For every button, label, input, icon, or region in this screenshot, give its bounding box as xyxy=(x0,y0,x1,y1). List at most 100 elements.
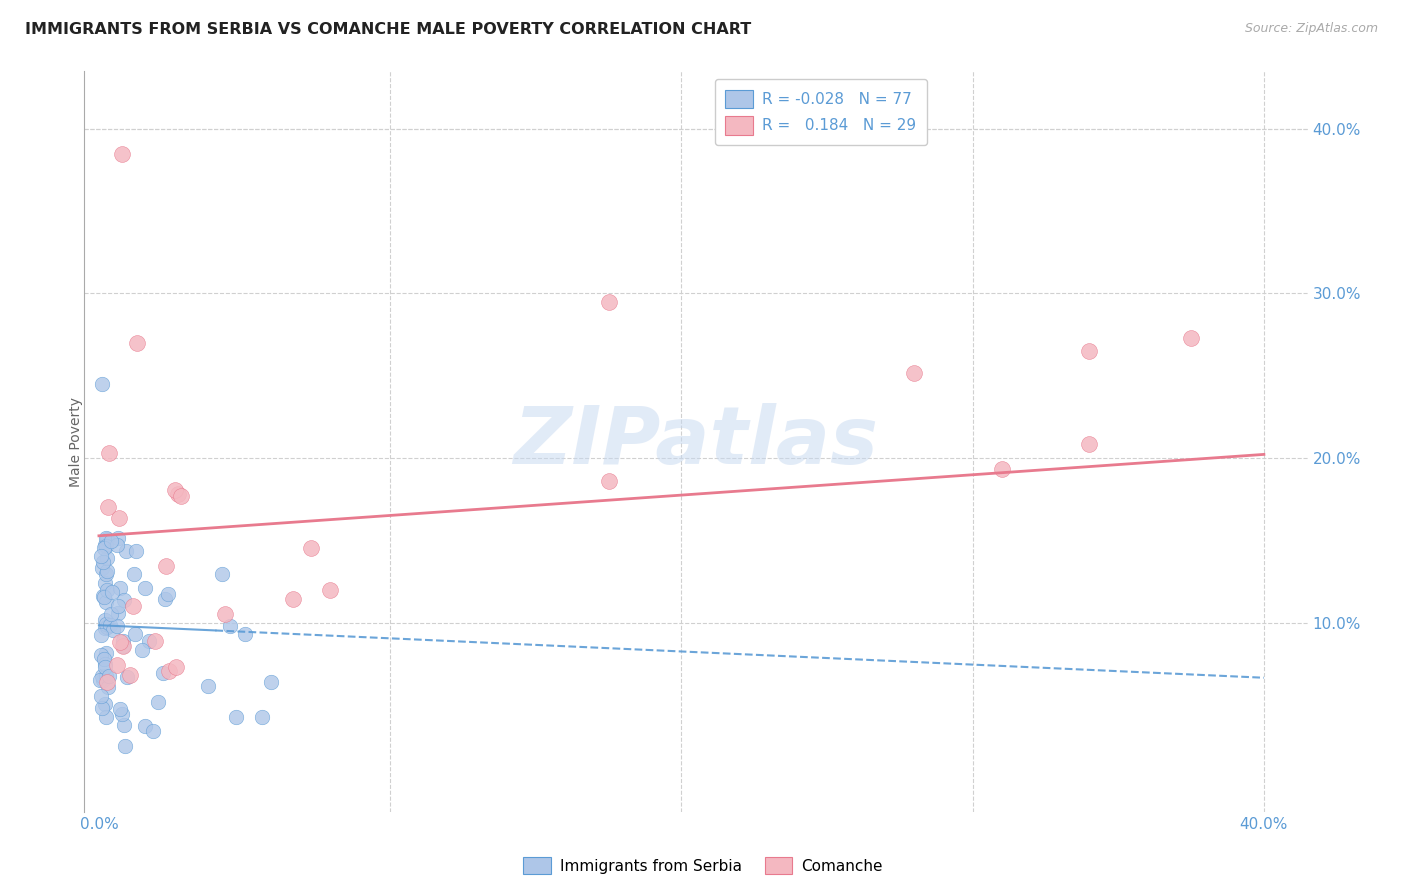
Point xyxy=(124,627,146,641)
Point xyxy=(107,511,129,525)
Point xyxy=(96,550,118,565)
Point xyxy=(138,634,160,648)
Point xyxy=(90,628,112,642)
Point xyxy=(170,490,193,504)
Point xyxy=(122,567,145,582)
Point xyxy=(319,583,342,598)
Point xyxy=(163,483,186,497)
Point xyxy=(89,673,111,687)
Point xyxy=(93,621,115,635)
Legend: R = -0.028   N = 77, R =   0.184   N = 29: R = -0.028 N = 77, R = 0.184 N = 29 xyxy=(714,79,927,145)
Text: IMMIGRANTS FROM SERBIA VS COMANCHE MALE POVERTY CORRELATION CHART: IMMIGRANTS FROM SERBIA VS COMANCHE MALE … xyxy=(25,22,752,37)
Point xyxy=(94,710,117,724)
Point xyxy=(108,581,131,595)
Point xyxy=(598,474,620,488)
Point xyxy=(96,565,118,579)
Point xyxy=(91,673,114,688)
Point xyxy=(111,634,134,648)
Point xyxy=(98,618,121,632)
Point xyxy=(101,585,124,599)
Point xyxy=(97,680,120,694)
Point xyxy=(233,626,256,640)
Point xyxy=(93,591,115,605)
Point xyxy=(121,599,143,614)
Point xyxy=(214,607,236,622)
Point xyxy=(152,666,174,681)
Point xyxy=(91,376,114,391)
Point xyxy=(96,675,118,690)
Point xyxy=(1180,330,1202,344)
Point xyxy=(131,643,153,657)
Point xyxy=(93,538,115,552)
Point xyxy=(125,335,148,350)
Point xyxy=(91,590,114,604)
Point xyxy=(96,619,118,633)
Point xyxy=(125,544,148,558)
Point xyxy=(111,639,134,653)
Point xyxy=(108,702,131,716)
Point xyxy=(156,587,179,601)
Point xyxy=(598,294,620,309)
Point xyxy=(90,669,112,683)
Point xyxy=(93,652,115,666)
Point xyxy=(225,710,247,724)
Point xyxy=(94,660,117,674)
Point xyxy=(96,566,118,581)
Point xyxy=(252,710,274,724)
Point xyxy=(107,599,129,614)
Point xyxy=(219,619,242,633)
Point xyxy=(1078,437,1101,451)
Point xyxy=(90,690,112,704)
Point xyxy=(101,623,124,637)
Point xyxy=(90,648,112,662)
Point xyxy=(134,719,156,733)
Point xyxy=(90,561,112,575)
Point xyxy=(111,707,134,722)
Text: ZIPatlas: ZIPatlas xyxy=(513,402,879,481)
Point xyxy=(90,700,112,714)
Point xyxy=(94,657,117,671)
Point xyxy=(105,618,128,632)
Point xyxy=(96,582,118,597)
Point xyxy=(112,640,135,654)
Point xyxy=(94,668,117,682)
Point xyxy=(107,606,129,620)
Point xyxy=(1078,344,1101,359)
Point xyxy=(100,533,122,548)
Point xyxy=(114,739,136,753)
Point xyxy=(94,531,117,545)
Point xyxy=(143,634,166,648)
Point xyxy=(100,607,122,622)
Point xyxy=(111,146,134,161)
Point xyxy=(211,566,233,581)
Point xyxy=(97,500,120,515)
Point xyxy=(142,723,165,738)
Point xyxy=(157,665,180,679)
Point xyxy=(281,591,304,606)
Point xyxy=(299,541,322,556)
Point xyxy=(96,620,118,634)
Point xyxy=(91,555,114,569)
Point xyxy=(105,537,128,551)
Point xyxy=(166,487,188,501)
Point xyxy=(146,695,169,709)
Legend: Immigrants from Serbia, Comanche: Immigrants from Serbia, Comanche xyxy=(517,851,889,880)
Point xyxy=(94,576,117,591)
Point xyxy=(98,446,121,460)
Point xyxy=(94,539,117,553)
Point xyxy=(165,660,187,674)
Point xyxy=(115,544,138,558)
Point xyxy=(153,591,176,606)
Point xyxy=(96,532,118,546)
Point xyxy=(134,581,156,595)
Y-axis label: Male Poverty: Male Poverty xyxy=(69,397,83,486)
Point xyxy=(107,657,129,672)
Text: Source: ZipAtlas.com: Source: ZipAtlas.com xyxy=(1244,22,1378,36)
Point xyxy=(94,595,117,609)
Point xyxy=(903,366,925,380)
Point xyxy=(93,541,115,555)
Point xyxy=(94,613,117,627)
Point xyxy=(197,679,219,693)
Point xyxy=(991,462,1014,476)
Point xyxy=(107,531,129,545)
